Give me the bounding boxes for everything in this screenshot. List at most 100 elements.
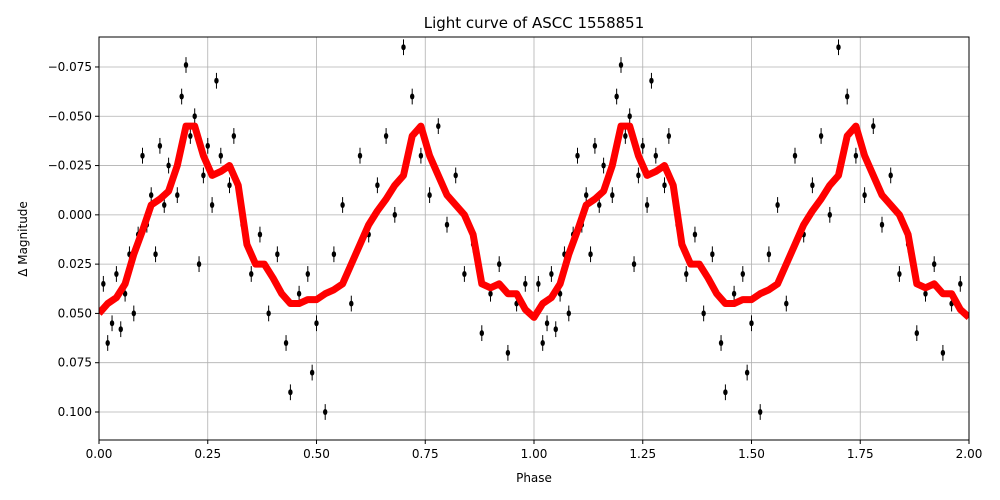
data-point xyxy=(758,409,763,416)
x-tick-label: 1.25 xyxy=(629,447,656,461)
x-tick-label: 0.75 xyxy=(412,447,439,461)
plot-area xyxy=(99,39,969,420)
data-point xyxy=(131,310,136,317)
y-tick-label: 0.050 xyxy=(58,306,92,320)
data-point xyxy=(305,270,310,277)
y-axis-label: Δ Magnitude xyxy=(16,201,30,277)
data-point xyxy=(684,270,689,277)
data-point xyxy=(183,61,189,68)
data-point xyxy=(444,221,450,228)
data-point xyxy=(427,192,432,199)
data-point xyxy=(218,152,223,159)
data-point xyxy=(644,201,650,208)
data-point xyxy=(792,152,798,159)
data-point xyxy=(105,339,110,346)
data-point xyxy=(718,339,724,346)
data-point xyxy=(153,251,158,258)
data-point xyxy=(140,152,145,159)
data-point xyxy=(640,142,645,149)
data-point xyxy=(149,192,154,199)
data-point xyxy=(618,61,624,68)
plot-frame xyxy=(98,36,970,441)
data-point xyxy=(940,349,946,356)
data-point xyxy=(553,326,558,333)
data-point xyxy=(888,172,893,179)
data-point xyxy=(818,132,824,139)
data-point xyxy=(749,320,754,327)
data-point xyxy=(314,320,319,327)
data-point xyxy=(897,270,902,277)
data-point xyxy=(497,261,502,268)
data-point xyxy=(744,369,750,376)
data-point xyxy=(309,369,315,376)
data-point xyxy=(166,162,171,169)
y-tick-label: −0.025 xyxy=(48,159,92,173)
data-point xyxy=(209,201,215,208)
data-point xyxy=(157,142,163,149)
data-point xyxy=(340,201,345,208)
data-point xyxy=(205,142,210,149)
data-point xyxy=(375,182,380,189)
x-tick-label: 1.00 xyxy=(521,447,548,461)
data-point xyxy=(436,123,441,130)
y-tick-label: −0.050 xyxy=(48,109,92,123)
data-point xyxy=(179,93,184,100)
data-point xyxy=(649,77,654,84)
y-tick-label: −0.075 xyxy=(48,60,92,74)
data-point xyxy=(653,152,658,159)
data-point xyxy=(862,192,867,199)
data-point xyxy=(731,290,737,297)
data-point xyxy=(614,93,619,100)
y-tick-label: 0.100 xyxy=(58,405,92,419)
data-point xyxy=(331,251,337,258)
data-point xyxy=(488,290,493,297)
data-point xyxy=(296,290,302,297)
x-tick-label: 1.50 xyxy=(738,447,765,461)
x-axis-label: Phase xyxy=(516,471,552,485)
data-point xyxy=(836,44,841,51)
data-point xyxy=(266,310,271,317)
data-point xyxy=(610,192,615,199)
data-point xyxy=(410,93,415,100)
data-point xyxy=(775,201,780,208)
x-tick-label: 1.75 xyxy=(847,447,874,461)
data-point xyxy=(162,201,167,208)
data-point xyxy=(958,280,963,287)
chart-title: Light curve of ASCC 1558851 xyxy=(424,14,645,32)
data-point xyxy=(601,162,606,169)
data-point xyxy=(188,132,193,139)
data-point xyxy=(845,93,850,100)
data-point xyxy=(418,152,424,159)
data-point xyxy=(623,132,628,139)
data-point xyxy=(109,320,115,327)
data-point xyxy=(249,270,254,277)
data-point xyxy=(392,211,397,218)
data-point xyxy=(114,270,119,277)
data-point xyxy=(540,339,545,346)
x-tick-label: 0.50 xyxy=(303,447,330,461)
data-point xyxy=(453,172,458,179)
data-point xyxy=(214,77,219,84)
data-point xyxy=(383,132,389,139)
data-point xyxy=(118,326,123,333)
data-point xyxy=(231,132,237,139)
data-point xyxy=(323,409,328,416)
data-point xyxy=(636,172,641,179)
y-tick-label: 0.075 xyxy=(58,356,92,370)
data-point xyxy=(549,270,554,277)
data-point xyxy=(479,330,484,337)
data-point xyxy=(740,270,745,277)
data-point xyxy=(288,389,293,396)
data-point xyxy=(557,290,563,297)
data-point xyxy=(275,251,280,258)
data-point xyxy=(766,251,772,258)
data-point xyxy=(283,339,289,346)
data-point xyxy=(101,280,106,287)
data-point xyxy=(192,113,197,120)
data-point xyxy=(544,320,550,327)
data-point xyxy=(584,192,589,199)
data-point xyxy=(666,132,672,139)
data-point xyxy=(122,290,128,297)
line xyxy=(99,122,969,321)
